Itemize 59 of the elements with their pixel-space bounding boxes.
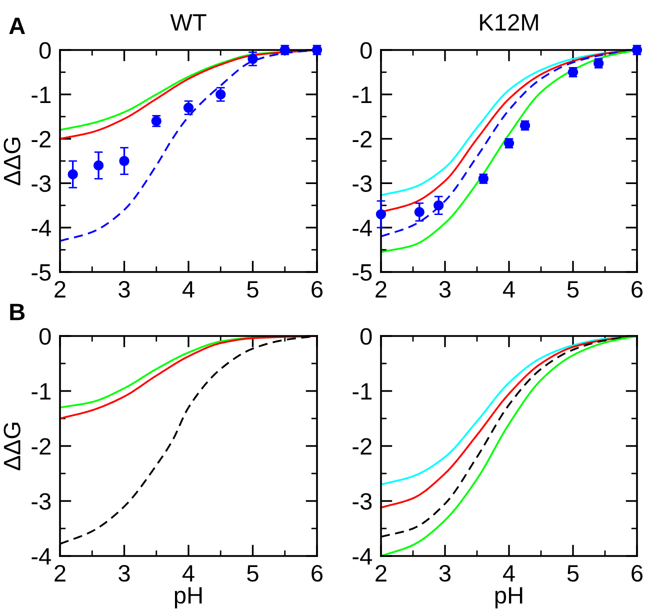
x-tick-label: 4 (502, 565, 515, 582)
x-axis-title: pH (174, 587, 202, 608)
y-tick-label: -1 (352, 383, 372, 400)
x-tick-label: 2 (54, 280, 66, 298)
x-tick-label: 6 (632, 564, 643, 582)
x-tick-label: 5 (567, 281, 579, 298)
point (216, 89, 226, 100)
y-tick-label: -2 (352, 130, 372, 148)
point (93, 160, 104, 171)
point (376, 209, 386, 220)
x-tick-label: 2 (376, 280, 386, 298)
x-tick-label: 2 (54, 564, 66, 582)
y-tick-label: 0 (360, 328, 372, 345)
y-tick-label: -4 (352, 548, 372, 565)
text: B (10, 304, 25, 320)
point (414, 206, 424, 218)
point (183, 102, 194, 113)
x-tick-label: 4 (182, 565, 194, 582)
y-tick-label: -1 (32, 86, 51, 103)
x-tick-label: 3 (118, 280, 130, 298)
y-tick-label: -2 (352, 438, 372, 455)
y-tick-label: -3 (32, 493, 51, 510)
x-tick-label: 5 (247, 565, 258, 582)
y-tick-label: -4 (32, 548, 51, 565)
y-tick-label: 0 (39, 328, 51, 345)
x-tick-label: 3 (118, 564, 130, 582)
y-tick-label: -3 (32, 175, 51, 192)
x-tick-label: 6 (312, 564, 323, 582)
y-tick-label: -3 (352, 175, 372, 192)
x-tick-label: 5 (247, 281, 258, 298)
y-tick-label: -5 (352, 264, 372, 281)
text: A (9, 18, 26, 34)
x-tick-label: 6 (632, 280, 643, 298)
y-tick-label: -5 (32, 264, 51, 281)
point (248, 54, 258, 64)
x-tick-label: 3 (439, 564, 451, 582)
point (68, 169, 78, 180)
y-tick-label: 0 (360, 42, 372, 59)
x-tick-label: 4 (502, 281, 515, 298)
chart-title: WT (170, 14, 206, 31)
y-tick-label: -1 (32, 383, 51, 400)
x-axis-title: pH (495, 587, 522, 608)
x-tick-label: 5 (567, 565, 579, 582)
y-tick-label: -4 (352, 220, 372, 236)
x-tick-label: 4 (182, 281, 194, 298)
chart-title: K12M (480, 14, 538, 31)
x-tick-label: 3 (439, 280, 451, 298)
point (434, 200, 444, 210)
y-axis-title: ΔΔG (4, 138, 20, 186)
y-tick-label: -4 (32, 220, 51, 236)
x-tick-label: 6 (312, 280, 323, 298)
y-tick-label: -3 (352, 493, 372, 510)
y-tick-label: 0 (39, 42, 51, 59)
y-tick-label: -1 (352, 86, 372, 103)
x-tick-label: 2 (376, 564, 386, 582)
point (119, 156, 130, 166)
y-axis-title: ΔΔG (4, 422, 20, 470)
y-tick-label: -2 (32, 130, 50, 148)
y-tick-label: -2 (32, 438, 50, 455)
